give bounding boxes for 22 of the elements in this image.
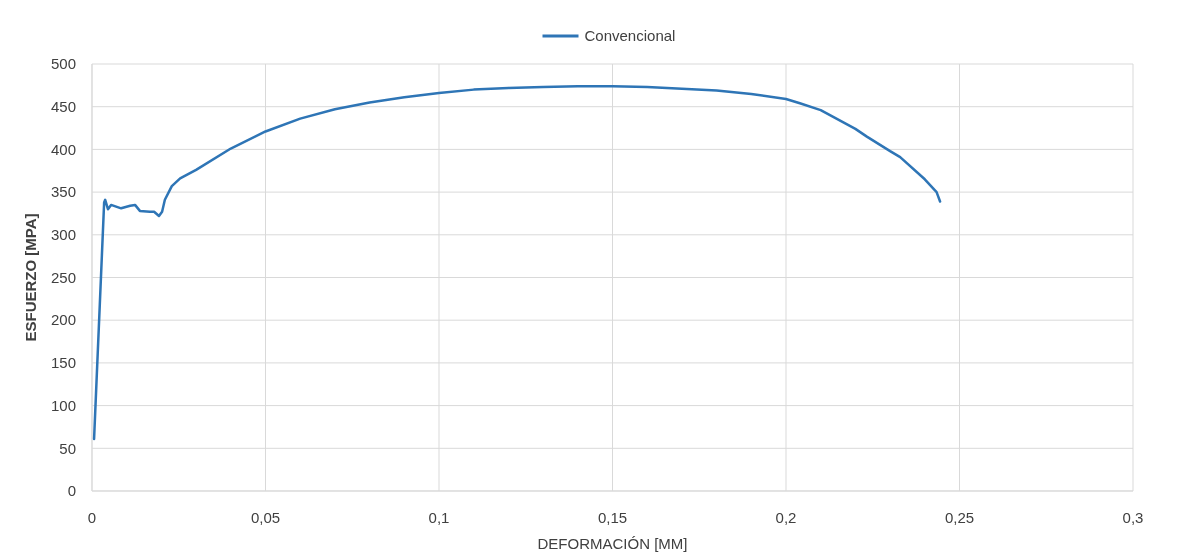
x-tick-label: 0,25 <box>944 509 975 526</box>
legend-label: Convencional <box>584 27 676 45</box>
x-axis-title: DEFORMACIÓN [MM] <box>537 535 688 552</box>
y-tick-label: 100 <box>50 396 76 414</box>
y-tick-label: 200 <box>50 311 76 329</box>
line-series <box>92 84 942 441</box>
x-tick-label: 0,3 <box>1122 509 1144 526</box>
y-tick-label: 150 <box>50 354 76 372</box>
x-tick-label: 0,1 <box>428 509 450 526</box>
y-tick-label: 450 <box>50 97 76 115</box>
y-axis-title: ESFUERZO [MPA] <box>22 213 39 342</box>
x-tick-label: 0,2 <box>775 509 797 526</box>
y-tick-label: 50 <box>59 439 76 457</box>
y-tick-label: 500 <box>50 55 76 73</box>
y-tick-label: 300 <box>50 226 76 244</box>
y-tick-label: 250 <box>50 268 76 286</box>
x-tick-label: 0 <box>87 509 97 526</box>
y-tick-label: 0 <box>67 482 76 500</box>
x-tick-label: 0,15 <box>597 509 628 526</box>
y-tick-label: 350 <box>50 183 76 201</box>
y-tick-label: 400 <box>50 140 76 158</box>
x-tick-label: 0,05 <box>250 509 281 526</box>
